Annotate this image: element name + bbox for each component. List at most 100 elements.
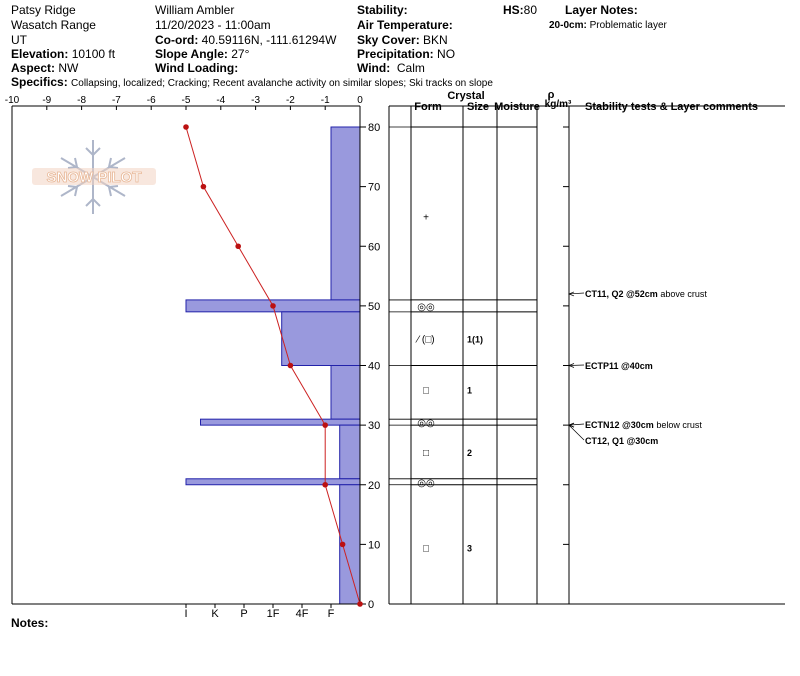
hardness-profile bbox=[185, 126, 361, 605]
chart-frame bbox=[11, 105, 366, 608]
slope-angle: Slope Angle: 27° bbox=[155, 47, 249, 61]
hs-label: HS: bbox=[503, 3, 524, 17]
grain-size-7: 3 bbox=[467, 543, 472, 553]
hardness-label: 4F bbox=[296, 608, 309, 620]
hs-value: 80 bbox=[523, 3, 538, 17]
hardness-bar-3 bbox=[330, 365, 361, 420]
test-arrow-3 bbox=[568, 424, 585, 441]
depth-tick-label: 40 bbox=[368, 361, 380, 373]
grain-size-3: 1 bbox=[467, 385, 472, 395]
temp-tick-label: -10 bbox=[5, 95, 20, 106]
temp-point-10 bbox=[339, 541, 346, 548]
temp-point-0 bbox=[357, 601, 363, 607]
temp-tick-label: -5 bbox=[182, 95, 191, 106]
hardness-bar-2 bbox=[281, 311, 361, 366]
temp-tick-label: -8 bbox=[77, 95, 86, 106]
test-arrowhead-1 bbox=[568, 363, 575, 368]
stability-test-name: ECTP11 @40cm bbox=[585, 361, 653, 371]
size-header: Size bbox=[467, 101, 489, 113]
temp-point-20 bbox=[322, 481, 329, 488]
wind-loading-label: Wind Loading: bbox=[155, 61, 239, 75]
coord-value: 40.59116N, -111.61294W bbox=[201, 33, 337, 47]
grain-form-4: ◎◎ bbox=[417, 418, 435, 429]
wind-loading: Wind Loading: bbox=[155, 61, 238, 75]
temp-tick-label: -3 bbox=[251, 95, 260, 106]
slope-value: 27° bbox=[231, 47, 250, 61]
grain-size-5: 2 bbox=[467, 448, 472, 458]
depth-tick-label: 70 bbox=[368, 182, 380, 194]
test-arrow-2 bbox=[568, 423, 585, 426]
grain-size-2: 1(1) bbox=[467, 335, 483, 345]
range: Wasatch Range bbox=[11, 18, 96, 32]
stability-test-note: above crust bbox=[658, 289, 708, 299]
stability-test-1: ECTP11 @40cm bbox=[585, 361, 653, 371]
precip-label: Precipitation: bbox=[357, 47, 434, 61]
elevation-value: 10100 ft bbox=[71, 47, 116, 61]
specifics: Specifics: Collapsing, localized; Cracki… bbox=[11, 75, 493, 91]
temp-tick-label: -4 bbox=[216, 95, 225, 106]
test-arrow-1 bbox=[568, 364, 585, 366]
temp-tick-label: 0 bbox=[357, 95, 363, 106]
temp-tick-label: -6 bbox=[147, 95, 156, 106]
stability-test-name: CT11, Q2 @52cm bbox=[585, 289, 658, 299]
sky-cover: Sky Cover: BKN bbox=[357, 33, 448, 47]
slope-label: Slope Angle: bbox=[155, 47, 228, 61]
temp-point-80 bbox=[183, 124, 189, 130]
elevation: Elevation: 10100 ft bbox=[11, 47, 115, 61]
depth-tick-label: 80 bbox=[368, 122, 380, 134]
stability-test-0: CT11, Q2 @52cm above crust bbox=[585, 289, 707, 299]
aspect-value: NW bbox=[58, 61, 79, 75]
precip-value: NO bbox=[437, 47, 456, 61]
wind-value: Calm bbox=[396, 61, 425, 75]
grain-form-5: □ bbox=[423, 448, 429, 459]
sky-value: BKN bbox=[423, 33, 448, 47]
temp-tick-label: -1 bbox=[321, 95, 330, 106]
test-arrow-0 bbox=[568, 292, 585, 295]
wind-label: Wind: bbox=[357, 61, 391, 75]
crystal-header: Crystal bbox=[447, 90, 484, 102]
grain-form-6: ◎◎ bbox=[417, 478, 435, 489]
grain-form-7: □ bbox=[423, 543, 429, 554]
form-header: Form bbox=[414, 101, 442, 113]
coordinates: Co-ord: 40.59116N, -111.61294W bbox=[155, 33, 336, 47]
hardness-bar-6 bbox=[185, 478, 361, 486]
datetime: 11/20/2023 - 11:00am bbox=[155, 18, 271, 32]
test-arrowhead-0 bbox=[568, 291, 575, 297]
depth-tick-label: 10 bbox=[368, 539, 380, 551]
stability-test-name: ECTN12 @30cm bbox=[585, 420, 654, 430]
layer-note-range: 20-0cm: bbox=[549, 20, 587, 31]
grain-form-2: ⁄ (□) bbox=[414, 335, 434, 346]
hardness-bar-5 bbox=[339, 424, 361, 480]
layer-notes-label: Layer Notes: bbox=[565, 3, 638, 17]
stability-label: Stability: bbox=[357, 3, 408, 17]
hs: HS:80 bbox=[503, 3, 537, 17]
air-temp-label: Air Temperature: bbox=[357, 18, 453, 32]
temp-tick-label: -9 bbox=[42, 95, 51, 106]
temp-point-50 bbox=[270, 303, 276, 309]
axis-labels: -10 -9 -8 -7 -6 -5 -4 -3 -2 -1 001020304050607080I… bbox=[5, 95, 380, 620]
depth-tick-label: 50 bbox=[368, 301, 380, 313]
aspect-label: Aspect: bbox=[11, 61, 56, 75]
temp-point-40 bbox=[287, 362, 294, 369]
stability-test-name: CT12, Q1 @30cm bbox=[585, 436, 658, 446]
density-unit: kg/m³ bbox=[545, 99, 572, 110]
moisture-header: Moisture bbox=[494, 101, 540, 113]
density-symbol: ρ bbox=[548, 89, 555, 101]
notes-label: Notes: bbox=[11, 616, 49, 630]
depth-tick-label: 0 bbox=[368, 599, 374, 611]
grain-form-1: ◎◎ bbox=[417, 302, 435, 313]
specifics-label: Specifics: bbox=[11, 75, 68, 89]
aspect: Aspect: NW bbox=[11, 61, 78, 75]
hardness-label: I bbox=[184, 608, 187, 620]
sky-label: Sky Cover: bbox=[357, 33, 420, 47]
state: UT bbox=[11, 33, 27, 47]
hardness-bar-0 bbox=[330, 126, 361, 301]
elevation-label: Elevation: bbox=[11, 47, 69, 61]
temp-tick-label: -7 bbox=[112, 95, 121, 106]
coord-label: Co-ord: bbox=[155, 33, 199, 47]
temp-point-70 bbox=[200, 183, 207, 190]
stability-test-2: ECTN12 @30cm below crust bbox=[585, 420, 702, 430]
temp-point-60 bbox=[235, 243, 241, 250]
hardness-bar-4 bbox=[200, 418, 361, 426]
logo-band bbox=[32, 168, 156, 185]
